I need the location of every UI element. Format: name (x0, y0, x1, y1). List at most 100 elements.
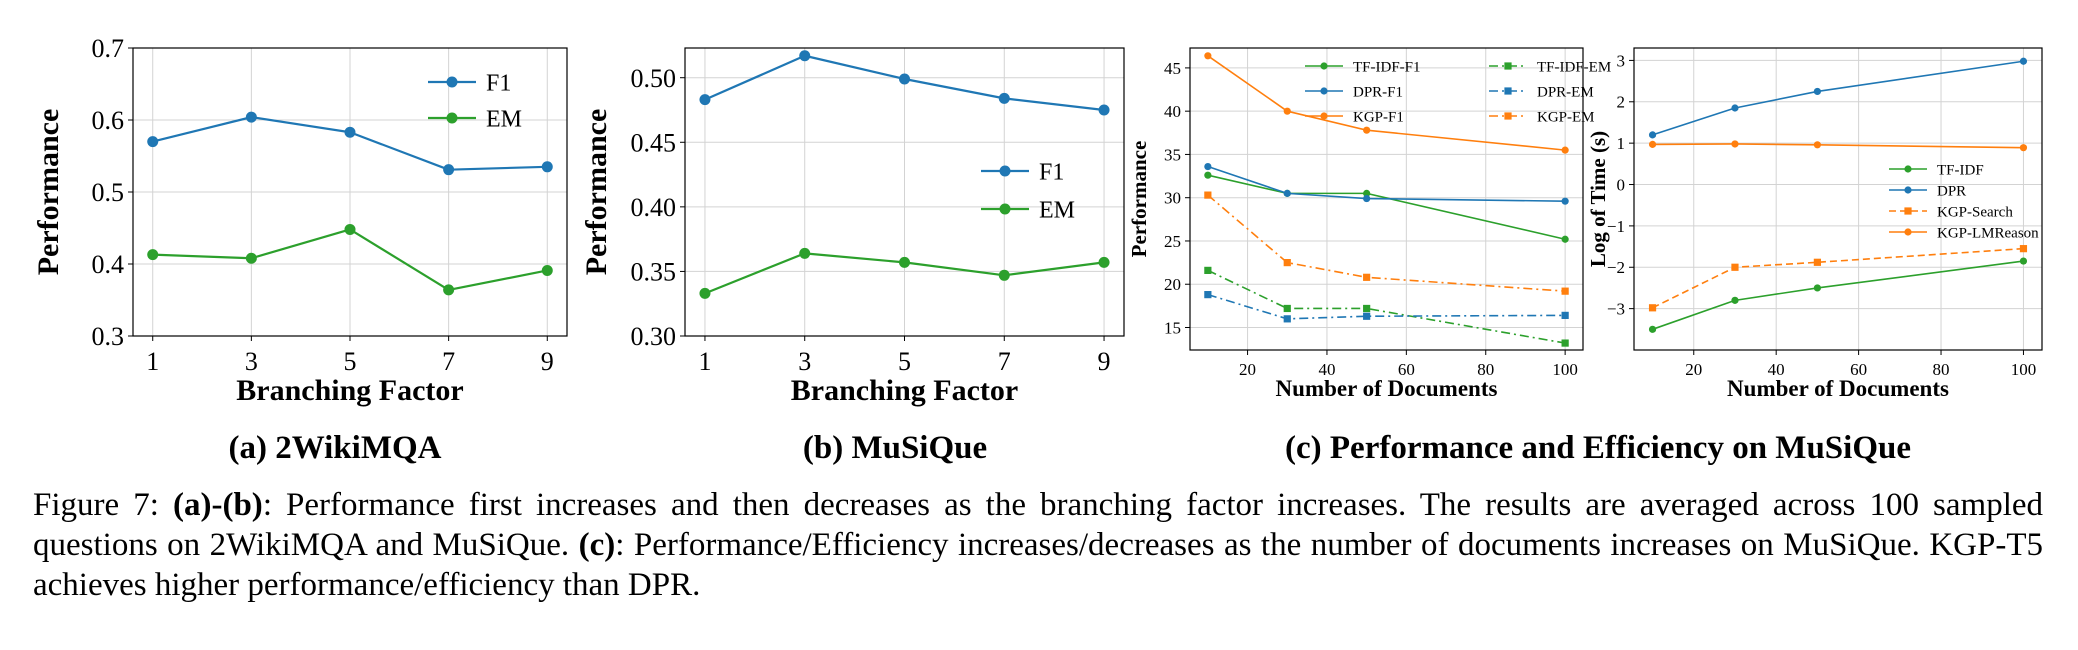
x-axis-label: Number of Documents (1276, 376, 1498, 401)
x-tick-label: 20 (1685, 360, 1702, 379)
legend-label: KGP-LMReason (1937, 225, 2039, 241)
x-tick-label: 60 (1850, 360, 1867, 379)
data-point (1363, 312, 1371, 320)
y-tick-label: 0.4 (92, 250, 125, 279)
series-line (1207, 165, 1566, 202)
legend-label: F1 (486, 70, 511, 96)
legend-marker (999, 203, 1011, 215)
y-tick-label: 25 (1164, 232, 1181, 251)
data-point (1363, 304, 1371, 313)
data-point (998, 269, 1010, 281)
legend-label: DPR (1937, 183, 1966, 199)
legend-label: DPR-F1 (1353, 84, 1403, 100)
data-point (443, 284, 455, 296)
y-tick-label: −2 (1607, 258, 1625, 277)
y-tick-label: 0.7 (92, 34, 125, 63)
subcaption-b: (b) MuSiQue (802, 430, 988, 466)
figure-caption: Figure 7: (a)-(b): Performance first inc… (33, 485, 2043, 605)
chart-a: 1 3 5 7 9 0.3 0.4 0.5 0.6 0.7 Branching Factor Perf… (32, 34, 568, 407)
legend-marker (999, 165, 1011, 177)
legend-label: KGP-EM (1537, 109, 1595, 125)
data-point (344, 126, 356, 138)
x-tick-label: 5 (344, 347, 357, 376)
data-point (1731, 104, 1739, 112)
legend-marker (1904, 165, 1912, 173)
x-tick-label: 9 (1098, 347, 1111, 376)
legend-label: KGP-F1 (1353, 109, 1404, 125)
data-point (1648, 325, 1657, 333)
chart-c2: 20 40 60 80 100 −3 −2 −1 0 1 2 3 Number of Documents… (1586, 47, 2043, 401)
data-point (1204, 266, 1212, 274)
data-point (1731, 296, 1739, 304)
data-point (147, 249, 159, 261)
data-point (147, 136, 159, 148)
subcaption-a: (a) 2WikiMQA (228, 430, 442, 466)
y-tick-label: 20 (1164, 275, 1181, 294)
data-point (2019, 57, 2028, 65)
y-tick-label: 3 (1617, 51, 1626, 70)
data-point (245, 252, 257, 264)
caption-label: Figure 7: (33, 487, 173, 523)
data-point (799, 247, 811, 259)
legend-marker (1320, 112, 1328, 120)
y-axis-label: Performance (32, 109, 65, 276)
data-point (2019, 144, 2028, 152)
data-point (245, 111, 257, 123)
legend-marker (1504, 62, 1512, 70)
x-tick-label: 3 (245, 347, 258, 376)
data-point (1098, 104, 1110, 116)
data-point (443, 164, 455, 176)
caption-ab-text: : Performance first increases and then d… (33, 487, 2044, 563)
series-line (1652, 60, 2024, 136)
y-tick-label: 0.35 (631, 258, 677, 287)
legend: F1 EM (981, 159, 1075, 223)
series-line (1207, 174, 1566, 241)
legend-label: KGP-Search (1937, 204, 2013, 220)
data-point (1561, 339, 1569, 347)
plot-frame (1633, 47, 2043, 351)
x-tick-label: 60 (1398, 360, 1415, 379)
plot-frame (684, 47, 1125, 337)
data-point (699, 287, 711, 299)
data-point (998, 92, 1010, 104)
legend-label: TF-IDF (1937, 162, 1984, 178)
y-tick-label: −1 (1607, 217, 1625, 236)
y-tick-label: 15 (1164, 318, 1181, 337)
data-point (1283, 304, 1291, 313)
y-tick-label: 35 (1164, 145, 1181, 164)
legend: F1 EM (428, 70, 522, 132)
x-tick-label: 7 (442, 347, 455, 376)
caption-ab-tag: (a)-(b) (173, 487, 263, 523)
legend-label: EM (486, 106, 522, 132)
y-tick-label: 45 (1164, 59, 1181, 78)
x-tick-label: 80 (1477, 360, 1494, 379)
series-line (1652, 247, 2024, 309)
data-point (1648, 304, 1657, 312)
data-point (699, 94, 711, 106)
data-point (799, 50, 811, 62)
y-tick-label: 1 (1617, 134, 1626, 153)
x-axis-label: Branching Factor (236, 374, 463, 407)
legend-marker (1904, 186, 1912, 194)
subcaption-c: (c) Performance and Efficiency on MuSiQu… (1285, 430, 1911, 466)
series-line (1207, 55, 1566, 151)
legend-marker (446, 112, 458, 124)
legend-label: TF-IDF-F1 (1353, 59, 1421, 75)
y-tick-label: 0.40 (631, 193, 677, 222)
data-point (1363, 126, 1371, 134)
data-point (1813, 87, 1821, 96)
data-point (1363, 189, 1371, 197)
data-point (1363, 273, 1371, 281)
chart-b: 1 3 5 7 9 0.30 0.35 0.40 0.45 0.50 Branching Facto… (580, 47, 1125, 407)
y-tick-label: 0.3 (92, 322, 125, 351)
y-tick-label: 0.30 (631, 322, 677, 351)
legend-marker (1504, 87, 1512, 95)
data-point (1204, 52, 1212, 60)
x-axis-label: Number of Documents (1727, 376, 1949, 401)
data-point (1204, 162, 1212, 171)
series-line (1207, 269, 1566, 344)
data-point (1283, 107, 1291, 115)
data-point (344, 223, 356, 235)
legend-marker (1904, 207, 1912, 215)
